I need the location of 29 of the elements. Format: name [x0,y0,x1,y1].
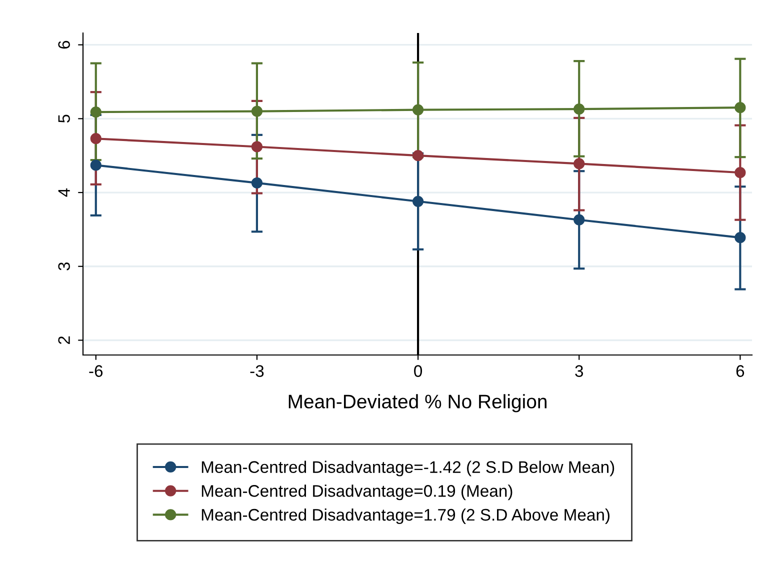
y-tick-label: 6 [58,40,70,49]
x-tick-label: -6 [89,365,103,377]
point [251,177,263,188]
point [734,232,746,244]
point [251,106,263,117]
point [574,158,585,170]
x-tick-label: 0 [414,365,422,377]
legend-label: Mean-Centred Disadvantage=0.19 (Mean) [202,484,512,500]
point [574,214,585,226]
point [734,102,746,114]
y-tick-label: 3 [58,262,70,270]
y-tick-label: 4 [58,188,70,197]
x-tick-label: -3 [250,365,264,377]
legend-label: Mean-Centred Disadvantage=1.79 (2 S.D Above Mean) [202,508,610,524]
y-tick-label: 2 [58,336,70,344]
point [90,106,102,118]
point [90,133,102,144]
legend-label: Mean-Centred Disadvantage=-1.42 (2 S.D Below Mean) [202,460,614,476]
point [412,104,424,116]
x-axis-title: Mean-Deviated % No Religion [288,394,546,412]
y-tick-label: 5 [58,114,70,123]
x-tick-label: 3 [575,365,584,377]
x-tick-label: 6 [736,365,744,377]
point [251,141,263,152]
point [412,196,424,207]
point [412,150,424,162]
point [574,104,585,115]
point [90,160,102,171]
point [734,167,746,178]
